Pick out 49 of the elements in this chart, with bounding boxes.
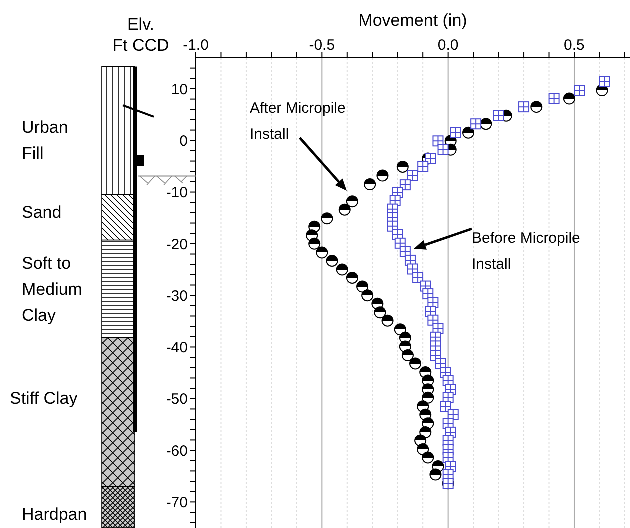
y-tick-label: -30	[166, 288, 188, 305]
text: Stiff Clay	[10, 388, 79, 410]
x-axis-title: Movement (in)	[358, 11, 468, 30]
point	[420, 426, 432, 438]
point	[326, 254, 338, 267]
point	[356, 280, 369, 293]
y-tick-label: -50	[166, 391, 188, 408]
y-tick-label: -60	[166, 442, 188, 460]
point	[346, 196, 358, 208]
point	[462, 126, 475, 139]
point	[394, 324, 406, 336]
point	[338, 204, 351, 216]
y-tick-label: -70	[166, 494, 188, 512]
annotation: After Micropile Install	[250, 100, 346, 143]
y-tick-label: -10	[166, 184, 188, 202]
point	[362, 290, 374, 302]
point	[382, 314, 394, 327]
point	[402, 349, 414, 362]
text: Soft to Medium Clay	[22, 253, 84, 328]
y-axis-title: Elv. Ft CCD	[112, 14, 170, 55]
point	[563, 92, 576, 105]
point	[530, 101, 543, 114]
point	[480, 118, 492, 130]
y-tick-label: 0	[180, 132, 188, 150]
point	[410, 358, 422, 370]
point	[422, 452, 434, 464]
point	[321, 212, 334, 225]
point	[374, 306, 386, 319]
x-tick-label: -0.5	[309, 37, 336, 54]
point	[308, 238, 321, 250]
point	[364, 178, 376, 191]
text: Sand	[22, 202, 63, 224]
point	[336, 264, 348, 276]
point	[346, 272, 358, 284]
point	[376, 170, 389, 182]
y-tick-label: -40	[166, 340, 188, 357]
annotation: Before Micropile Install	[472, 230, 580, 273]
point	[396, 160, 409, 173]
y-tick-label: -20	[166, 236, 188, 254]
x-tick-label: -1.0	[183, 37, 209, 54]
x-tick-label: 0.5	[564, 37, 585, 54]
x-tick-label: 0.0	[438, 37, 459, 54]
y-tick-label: 10	[171, 81, 188, 98]
point	[417, 443, 430, 456]
text: Hardpan	[22, 504, 88, 526]
text: Urban Fill	[22, 116, 70, 165]
point	[430, 468, 442, 481]
point	[316, 246, 328, 259]
point	[422, 392, 434, 404]
